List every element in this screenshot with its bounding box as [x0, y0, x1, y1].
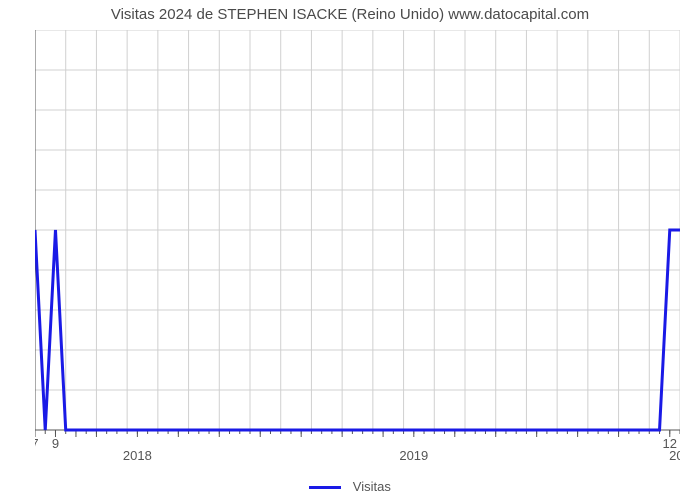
- chart-title: Visitas 2024 de STEPHEN ISACKE (Reino Un…: [0, 6, 700, 23]
- svg-text:2018: 2018: [123, 448, 152, 460]
- svg-text:7: 7: [35, 436, 39, 451]
- svg-text:2019: 2019: [399, 448, 428, 460]
- svg-text:9: 9: [52, 436, 59, 451]
- chart-area: 012791220182019202: [35, 30, 680, 430]
- line-chart-svg: 012791220182019202: [35, 30, 680, 460]
- legend: Visitas: [0, 479, 700, 494]
- svg-text:202: 202: [669, 448, 680, 460]
- legend-swatch: [309, 486, 341, 489]
- legend-label: Visitas: [353, 479, 391, 494]
